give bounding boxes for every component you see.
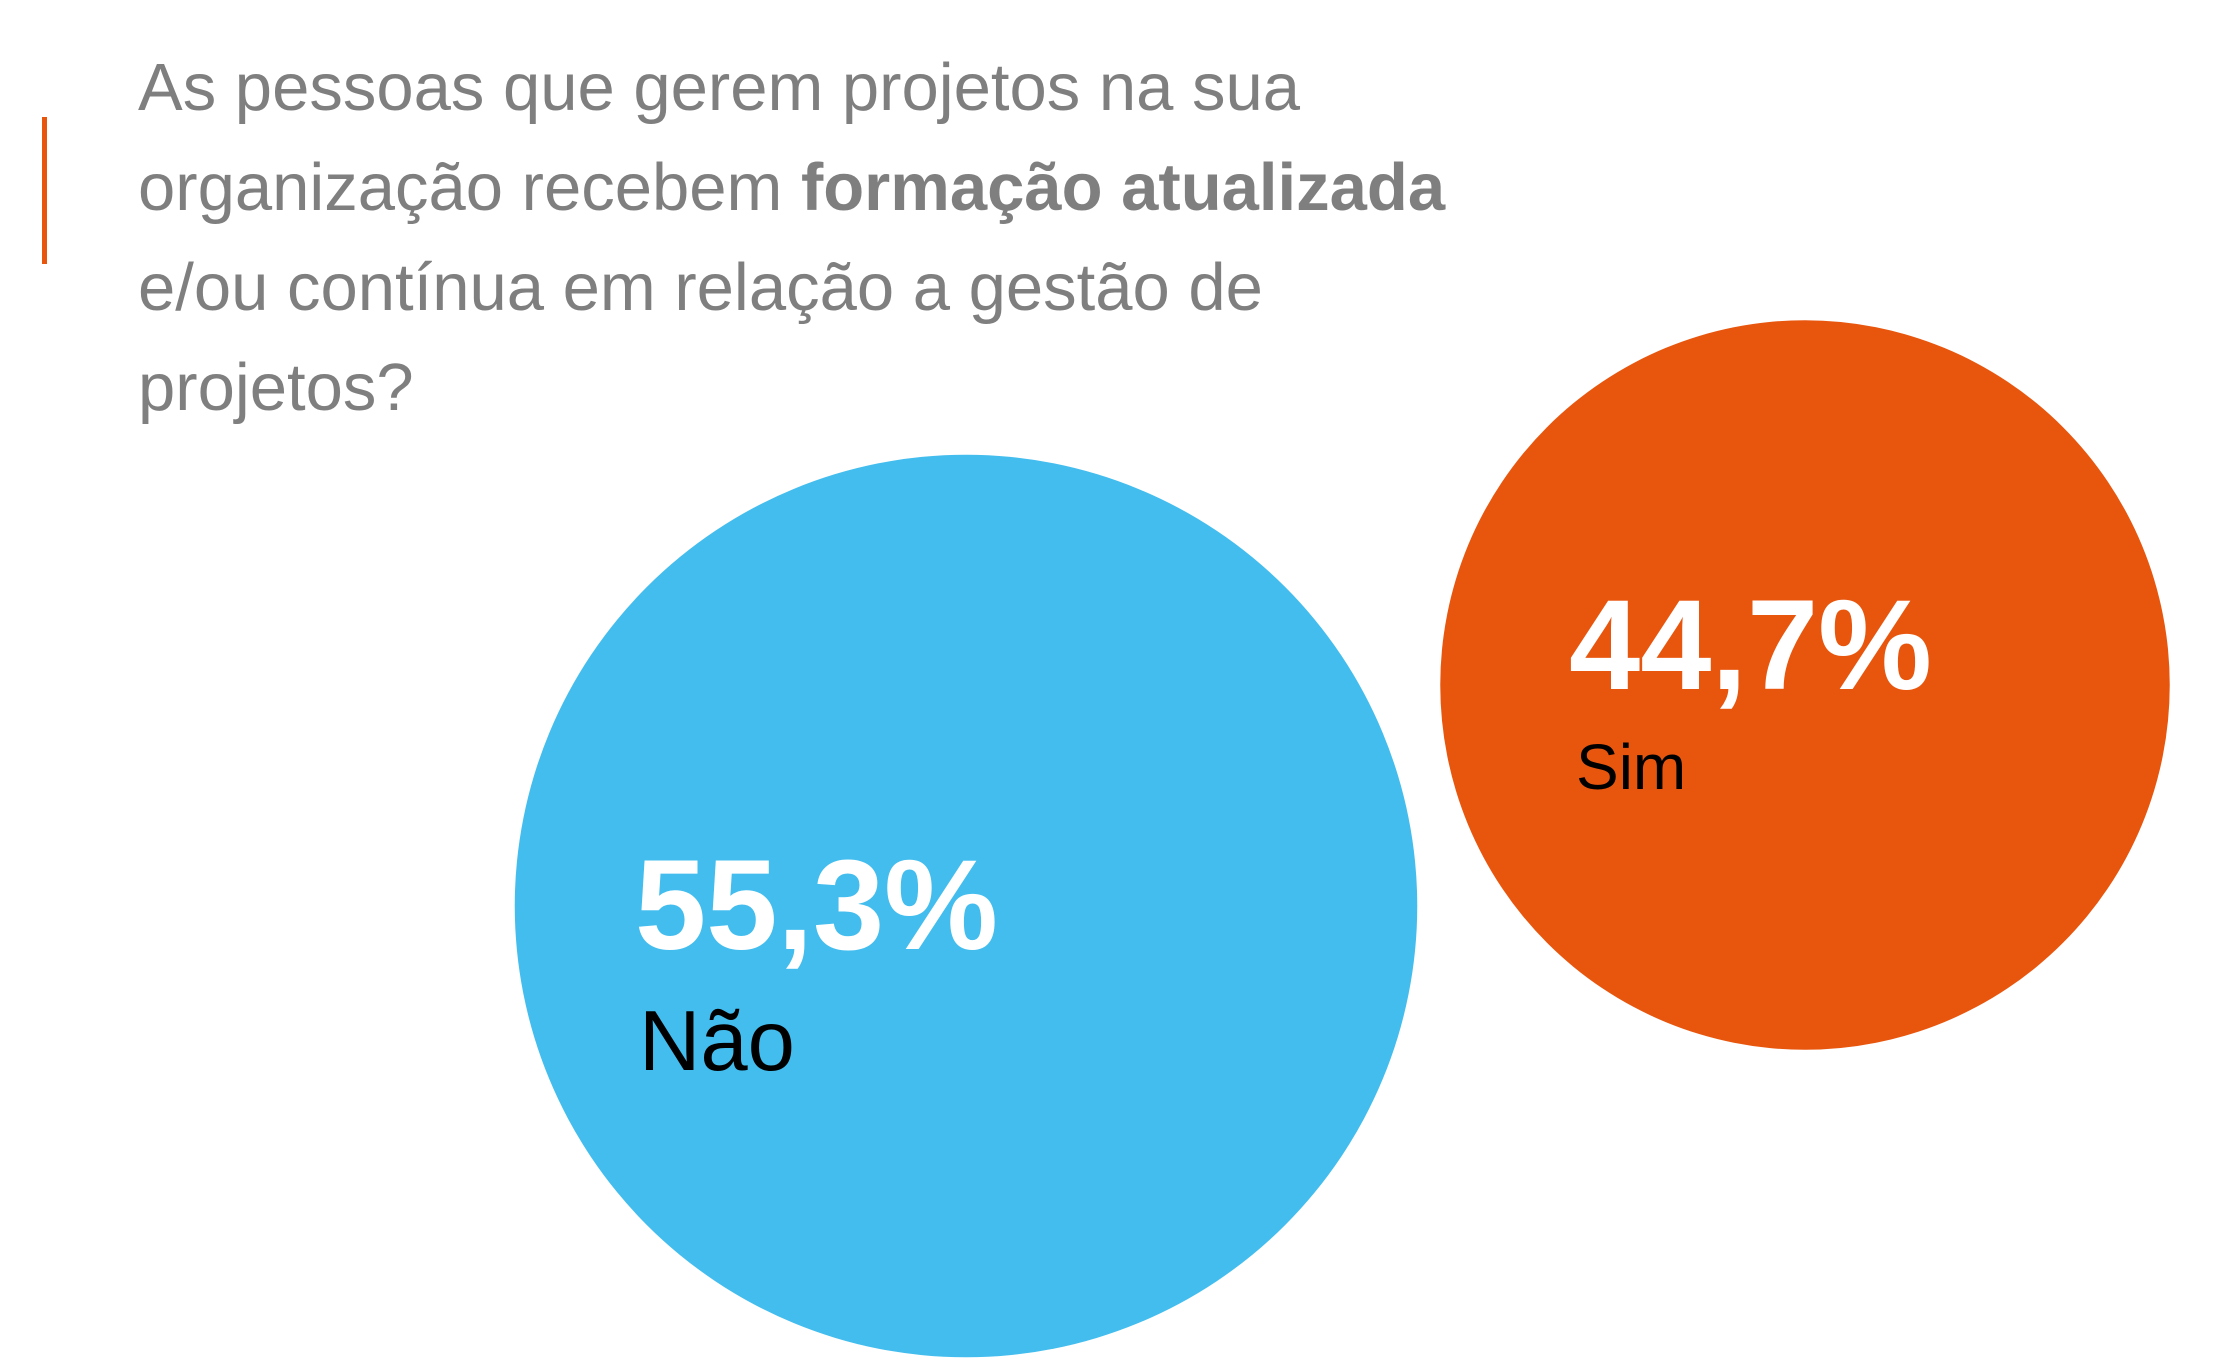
bubble (1440, 320, 2170, 1050)
title-part: e/ou contínua em relação a gestão de pro… (138, 250, 1263, 425)
title-part: As pessoas que gerem projetos na sua org… (138, 50, 1301, 225)
value-label: 44,7% (1569, 574, 1932, 717)
title-part: formação atualizada (800, 150, 1446, 225)
bubble (514, 454, 1418, 1358)
value-label: 55,3% (635, 834, 998, 977)
category-label: Sim (1576, 731, 1686, 803)
chart-title: As pessoas que gerem projetos na sua org… (138, 38, 1468, 438)
category-label: Não (639, 994, 795, 1089)
accent-bar (42, 117, 47, 264)
